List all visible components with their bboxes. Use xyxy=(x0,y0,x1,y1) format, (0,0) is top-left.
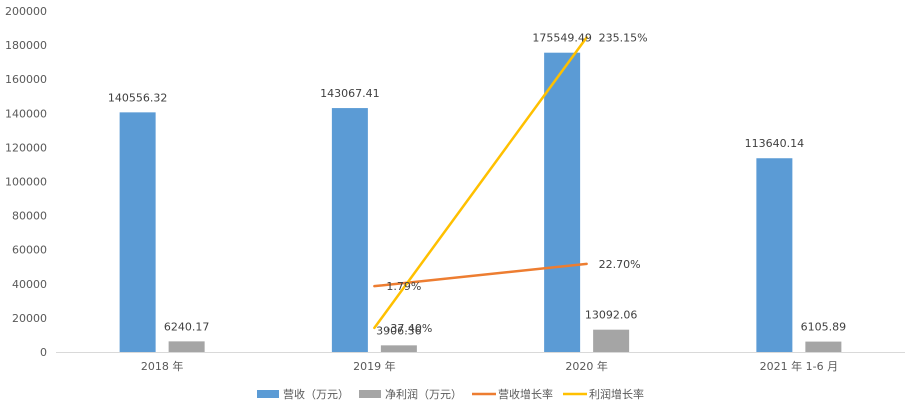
x-tick-label: 2021 年 1-6 月 xyxy=(760,359,838,373)
legend-label: 净利润（万元） xyxy=(385,387,462,401)
legend-label: 营收（万元） xyxy=(283,387,349,401)
bar-revenue xyxy=(119,112,156,352)
bar-data-label: 13092.06 xyxy=(585,309,638,322)
y-tick-label: 200000 xyxy=(5,5,47,18)
y-tick-label: 140000 xyxy=(5,107,47,120)
legend-swatch xyxy=(257,390,279,398)
line-data-label: 1.79% xyxy=(386,280,421,293)
line-data-label: 235.15% xyxy=(599,31,648,44)
bar-data-label: 140556.32 xyxy=(108,91,168,104)
bar-data-label: 6240.17 xyxy=(164,320,210,333)
revenue-growth-line xyxy=(373,262,588,288)
bar-net-profit xyxy=(168,341,205,352)
bar-net-profit xyxy=(593,329,630,352)
legend: 营收（万元） 净利润（万元） 营收增长率 利润增长率 xyxy=(257,387,644,401)
y-tick-label: 0 xyxy=(40,346,47,359)
bar-net-profit xyxy=(805,341,842,352)
bar-data-label: 113640.14 xyxy=(745,137,805,150)
axis-layer: 0 20000 40000 60000 80000 100000 120000 140000 1… xyxy=(5,5,905,373)
bar-data-label: 175549.49 xyxy=(532,32,592,45)
x-tick-label: 2019 年 xyxy=(353,359,396,373)
bar-data-label: 6105.89 xyxy=(801,321,847,334)
bar-net-profit xyxy=(380,345,417,352)
x-tick-label: 2020 年 xyxy=(565,359,608,373)
legend-label: 营收增长率 xyxy=(498,387,553,401)
legend-label: 利润增长率 xyxy=(589,387,644,401)
y-tick-label: 20000 xyxy=(12,312,47,325)
y-tick-label: 160000 xyxy=(5,73,47,86)
line-data-label: -37.40% xyxy=(386,322,432,335)
line-data-label: 22.70% xyxy=(599,258,641,271)
bar-data-label: 143067.41 xyxy=(320,87,380,100)
y-tick-label: 120000 xyxy=(5,141,47,154)
label-layer: 140556.32 143067.41 175549.49 113640.14 6240… xyxy=(108,31,846,337)
line-layer xyxy=(373,36,588,330)
bar-revenue xyxy=(756,158,793,352)
bar-data-label: 3906.36 xyxy=(376,324,422,337)
y-tick-label: 60000 xyxy=(12,244,47,257)
bar-layer xyxy=(119,52,842,353)
y-tick-label: 40000 xyxy=(12,278,47,291)
y-tick-label: 180000 xyxy=(5,39,47,52)
y-tick-label: 100000 xyxy=(5,176,47,189)
profit-growth-line xyxy=(373,36,588,330)
bar-revenue xyxy=(331,108,368,352)
x-tick-label: 2018 年 xyxy=(141,359,184,373)
bar-revenue xyxy=(544,52,581,353)
y-tick-label: 80000 xyxy=(12,210,47,223)
legend-swatch xyxy=(359,390,381,398)
